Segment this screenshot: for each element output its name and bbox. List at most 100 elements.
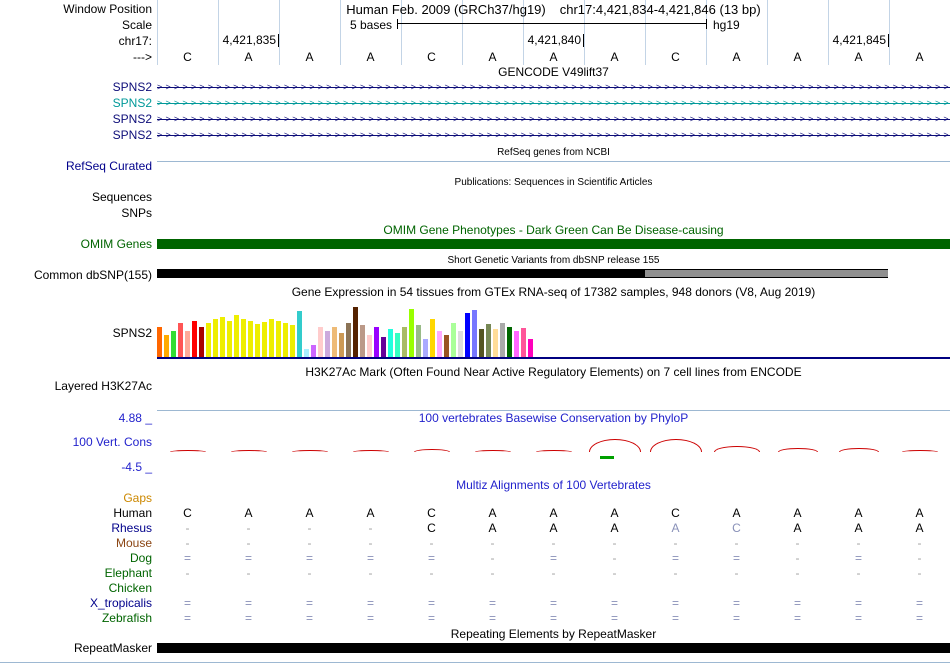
ruler-tick-label[interactable]: 4,421,845 [833,34,889,47]
multiz-cell: - [429,566,434,580]
gtex-bar [409,309,414,357]
gtex-gene-label[interactable]: SPNS2 [112,326,152,340]
gencode-track-title: GENCODE V49lift37 [498,65,609,79]
ruler-tick-label[interactable]: 4,421,835 [223,34,279,47]
ruler-tick-label[interactable]: 4,421,840 [528,34,584,47]
multiz-cell: C [732,521,741,535]
multiz-cell: = [854,551,862,565]
gtex-bar [192,321,197,357]
multiz-species-label[interactable]: Rhesus [111,521,152,535]
phylop-arc [169,450,206,452]
multiz-cell: A [793,506,802,520]
h3k27ac-label[interactable]: Layered H3K27Ac [54,379,152,393]
multiz-species-label[interactable]: Chicken [108,581,152,595]
omim-gene-bar[interactable] [157,239,950,249]
multiz-cell: A [610,506,619,520]
phylop-arc [777,448,818,452]
multiz-species-label[interactable]: Dog [129,551,152,565]
gtex-bar [276,321,281,357]
multiz-cell: = [366,596,374,610]
strand-label: ---> [133,50,152,64]
gtex-bar [395,333,400,357]
gene-label-spns2[interactable]: SPNS2 [112,128,152,142]
multiz-cell: - [856,536,861,550]
multiz-row: ------------- [157,566,950,580]
gtex-bar [297,311,302,357]
dbsnp-label[interactable]: Common dbSNP(155) [33,268,152,282]
multiz-cell: - [795,566,800,580]
sequences-label[interactable]: Sequences [91,190,152,204]
window-position-label: Window Position [63,2,152,16]
phylop-arc [649,439,702,452]
gtex-bar [423,339,428,357]
multiz-cell: - [368,566,373,580]
multiz-cell: A [549,521,558,535]
gene-line [157,103,950,104]
gene-line [157,87,950,88]
multiz-cell: - [490,551,495,565]
repeatmasker-label[interactable]: RepeatMasker [73,641,152,655]
multiz-species-label[interactable]: Human [113,506,152,520]
dbsnp-variant-bar-gray[interactable] [645,269,888,278]
multiz-row: ------------- [157,536,950,550]
phylop-arc [352,450,389,452]
grid-line [767,0,768,65]
multiz-species-label[interactable]: Zebrafish [101,611,152,625]
header-position-row: Human Feb. 2009 (GRCh37/hg19) chr17:4,42… [157,2,950,17]
multiz-species-label[interactable]: Mouse [115,536,152,550]
omim-genes-label[interactable]: OMIM Genes [80,237,152,251]
gene-row[interactable]: >>>>>>>>>>>>>>>>>>>>>>>>>>>>>>>>>>>>>>>>… [157,128,950,143]
gene-row[interactable]: >>>>>>>>>>>>>>>>>>>>>>>>>>>>>>>>>>>>>>>>… [157,80,950,95]
multiz-cell: - [673,566,678,580]
multiz-cell: = [549,596,557,610]
multiz-cell: - [246,536,251,550]
multiz-cell: - [734,566,739,580]
gtex-bar [241,319,246,357]
gtex-bar [486,324,491,357]
multiz-cell: = [671,596,679,610]
refseq-track-title: RefSeq genes from NCBI [497,147,610,158]
gtex-bar [381,337,386,357]
gtex-bar [220,317,225,357]
gtex-bar [332,327,337,357]
gene-row[interactable]: >>>>>>>>>>>>>>>>>>>>>>>>>>>>>>>>>>>>>>>>… [157,96,950,111]
gtex-bar [479,329,484,357]
multiz-cell: - [185,566,190,580]
gtex-bar [227,321,232,357]
repeatmasker-bar[interactable] [157,643,950,653]
gene-label-spns2[interactable]: SPNS2 [112,112,152,126]
multiz-cell: A [549,506,558,520]
bottom-separator [0,662,950,663]
gene-label-spns2[interactable]: SPNS2 [112,96,152,110]
multiz-species-label[interactable]: Elephant [104,566,152,580]
multiz-cell: C [183,506,192,520]
base-letter: A [549,50,558,64]
gtex-bar [493,329,498,357]
multiz-cell: - [185,536,190,550]
dbsnp-variant-bar[interactable] [157,269,645,278]
multiz-cell: - [551,566,556,580]
multiz-cell: A [244,506,253,520]
base-letter: A [732,50,741,64]
multiz-cell: = [366,611,374,625]
gtex-bar-chart[interactable] [157,305,950,357]
multiz-cell: - [246,521,251,535]
multiz-cell: A [610,521,619,535]
refseq-curated-label[interactable]: RefSeq Curated [65,159,152,173]
phylop-track-label[interactable]: 100 Vert. Cons [72,435,152,449]
snps-label[interactable]: SNPs [121,206,152,220]
phylop-arc [713,446,760,452]
gene-label-spns2[interactable]: SPNS2 [112,80,152,94]
multiz-species-label[interactable]: Gaps [123,491,152,505]
gtex-bar [199,327,204,357]
multiz-species-label[interactable]: X_tropicalis [89,596,152,610]
gtex-bar [360,325,365,357]
grid-line [889,0,890,65]
track-separator [157,161,950,162]
strand-arrows: >>>>>>>>>>>>>>>>>>>>>>>>>>>>>>>>>>>>>>>>… [157,114,950,124]
multiz-cell: - [368,536,373,550]
gene-row[interactable]: >>>>>>>>>>>>>>>>>>>>>>>>>>>>>>>>>>>>>>>>… [157,112,950,127]
